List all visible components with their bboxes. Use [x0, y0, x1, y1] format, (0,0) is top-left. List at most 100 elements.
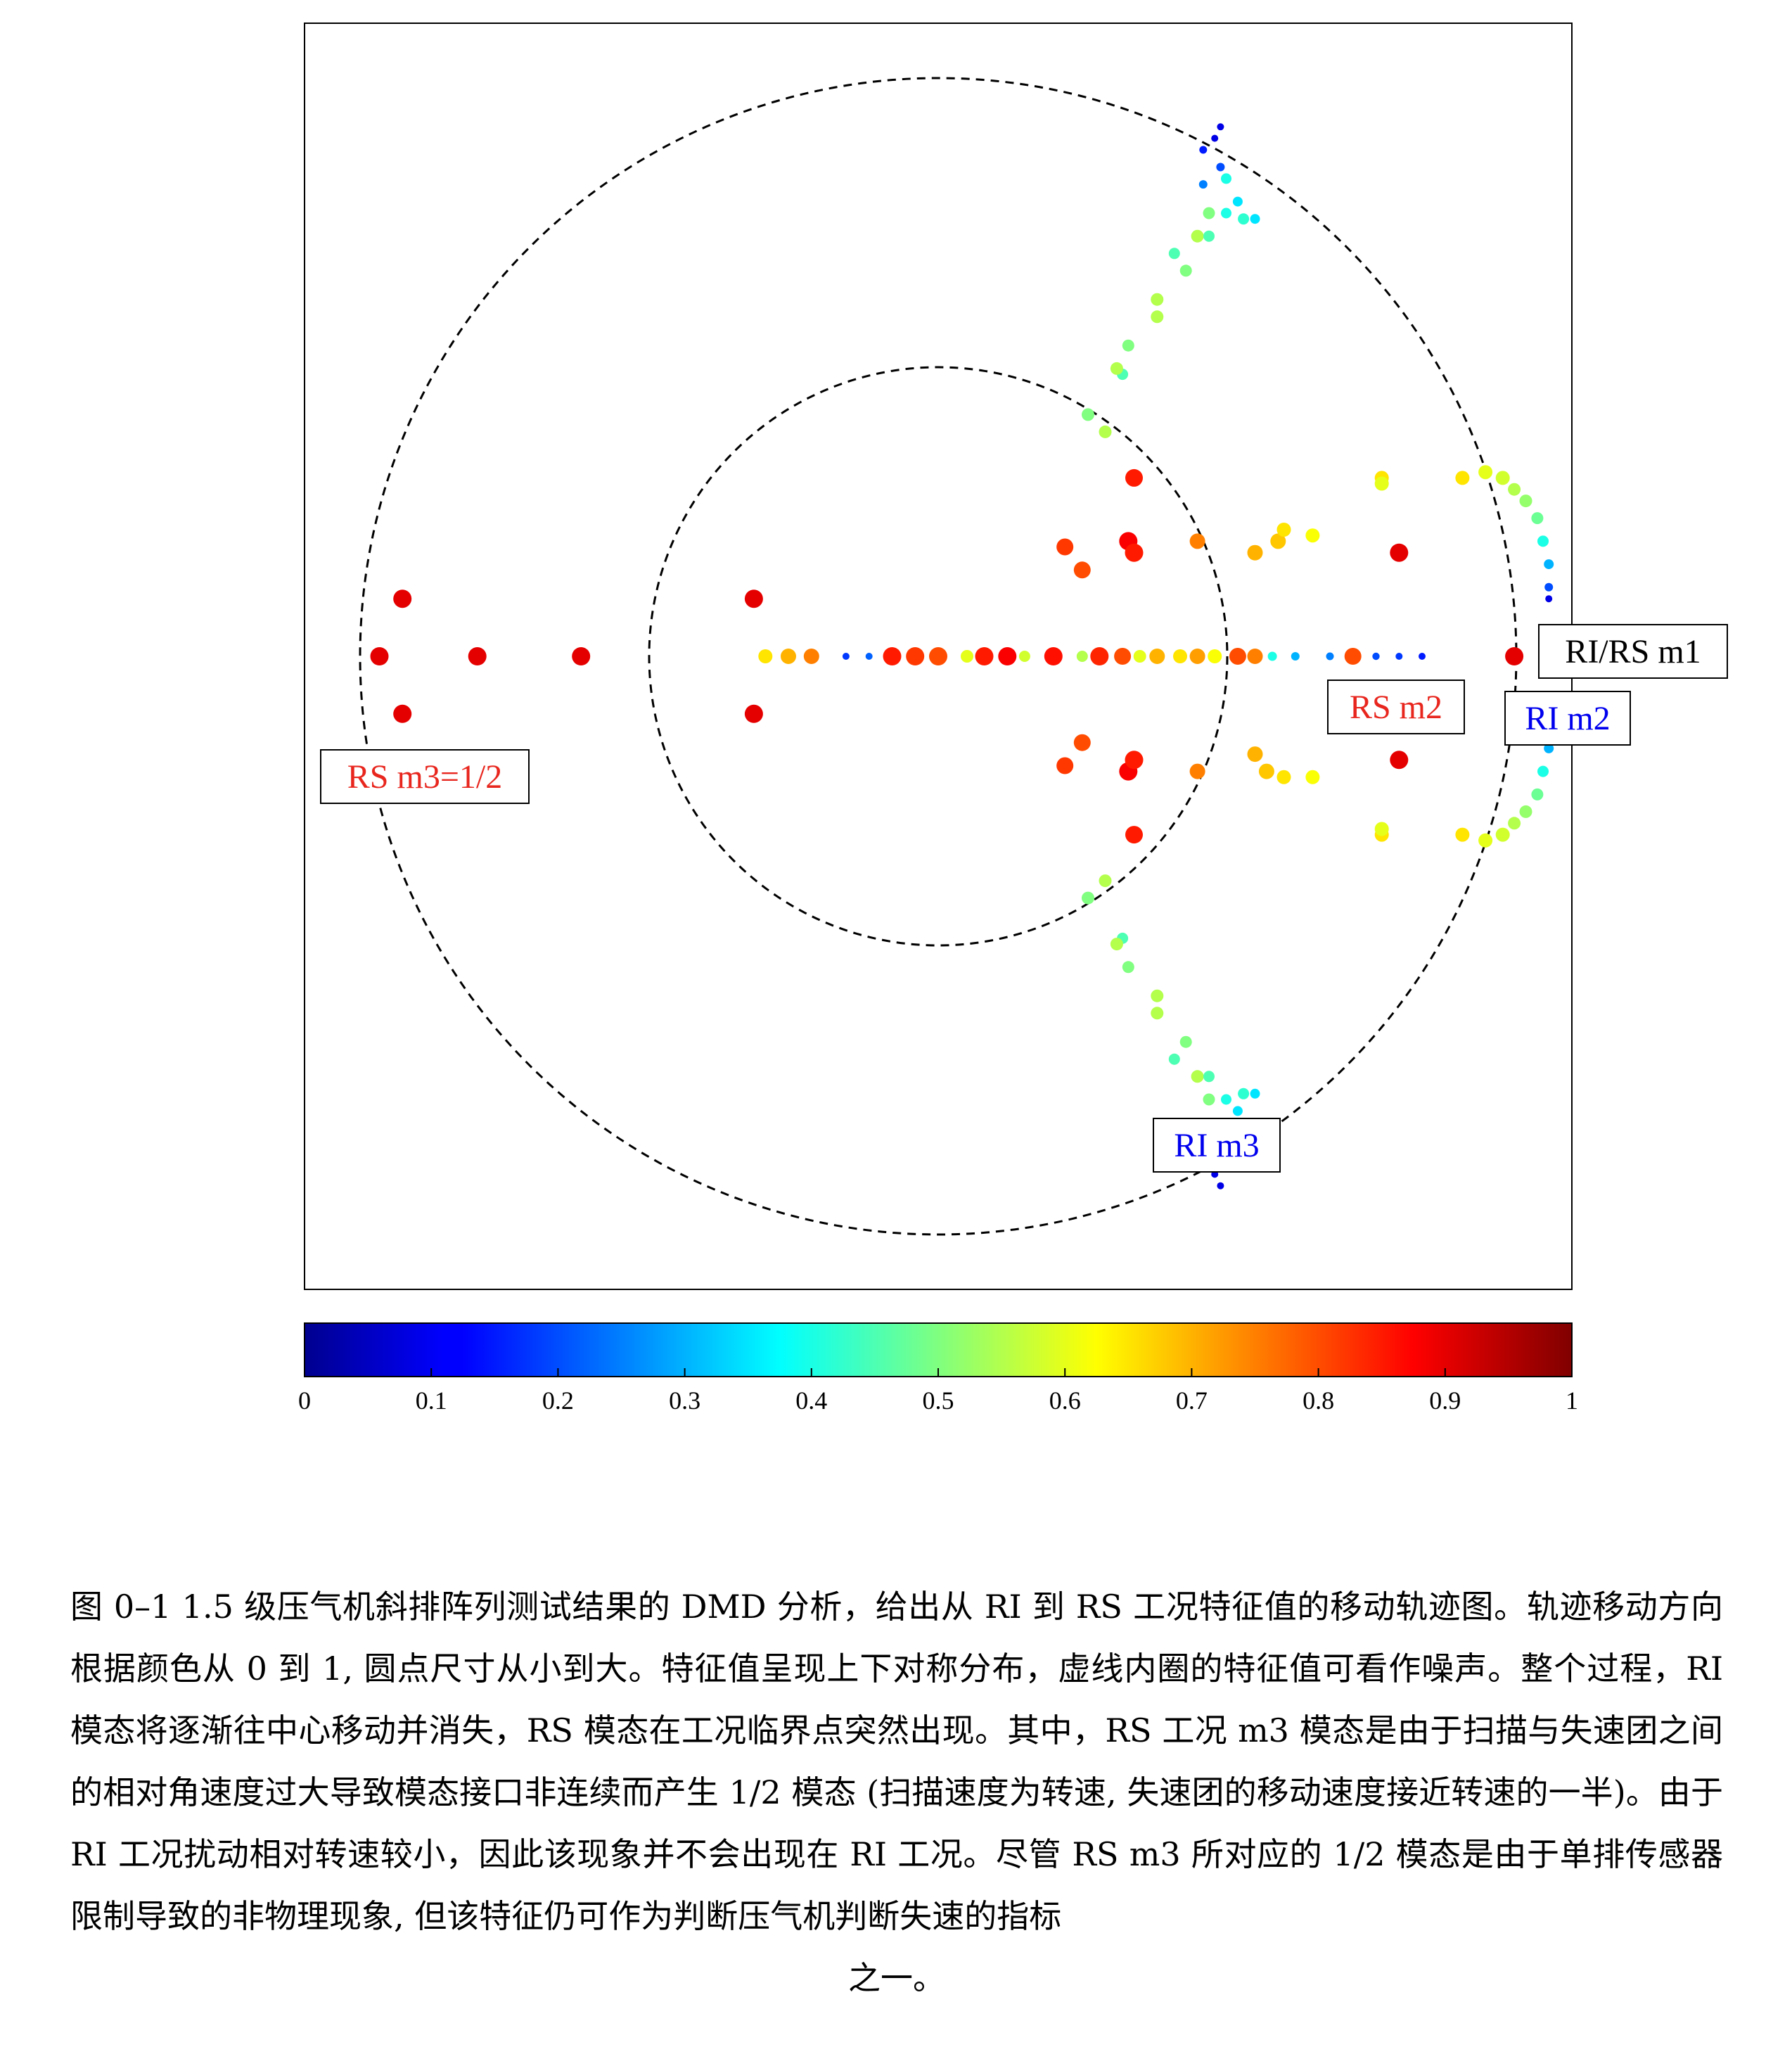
eigenvalue-point: [1149, 649, 1165, 664]
eigenvalue-point: [1151, 293, 1164, 306]
eigenvalue-point: [1519, 495, 1532, 508]
eigenvalue-point: [1495, 471, 1510, 485]
annotation-label: RS m3=1/2: [347, 758, 502, 796]
eigenvalue-point: [1258, 763, 1274, 779]
eigenvalue-point: [842, 653, 850, 660]
eigenvalue-point: [468, 647, 487, 665]
eigenvalue-point: [1276, 523, 1291, 537]
eigenvalue-point: [1125, 468, 1143, 487]
eigenvalue-point: [1545, 595, 1553, 603]
eigenvalue-point: [1478, 833, 1493, 848]
eigenvalue-point: [1247, 746, 1263, 763]
eigenvalue-point: [1267, 651, 1277, 661]
eigenvalue-point: [1191, 1070, 1204, 1083]
colorbar-tick-label: 0.7: [1176, 1386, 1208, 1415]
eigenvalue-point: [1531, 788, 1544, 800]
eigenvalue-point: [1217, 1182, 1224, 1189]
eigenvalue-point: [1390, 751, 1409, 770]
colorbar-tick-label: 0.9: [1429, 1386, 1461, 1415]
colorbar-tick-label: 0.6: [1049, 1386, 1081, 1415]
eigenvalue-point: [1151, 989, 1164, 1002]
eigenvalue-point: [1544, 743, 1554, 753]
eigenvalue-point: [1455, 471, 1470, 485]
eigenvalue-point: [1372, 652, 1380, 661]
eigenvalue-point: [1122, 339, 1134, 352]
colorbar-tick-label: 0.4: [795, 1386, 827, 1415]
annotation-box: [1504, 691, 1631, 746]
eigenvalue-point: [1099, 425, 1112, 438]
eigenvalue-point: [1305, 528, 1320, 543]
annotation-box: [1327, 680, 1465, 734]
eigenvalue-point: [1203, 1093, 1215, 1106]
eigenvalue-point: [1519, 805, 1532, 818]
eigenvalue-point: [572, 647, 591, 665]
eigenvalue-point: [1168, 1053, 1180, 1065]
eigenvalue-point: [1073, 734, 1091, 751]
eigenvalue-point: [1203, 207, 1215, 219]
eigenvalue-point: [1508, 817, 1521, 830]
colorbar-tick-label: 0.1: [416, 1386, 447, 1415]
inner-noise-circle: [648, 366, 1229, 947]
annotations: RI/RS m1 RS m2 RI m2 RS m3=1/2 RI m3: [320, 624, 1728, 1173]
colorbar-tick-label: 0.2: [542, 1386, 574, 1415]
figure-caption: 图 0–1 1.5 级压气机斜排阵列测试结果的 DMD 分析，给出从 RI 到 …: [70, 1576, 1723, 2009]
eigenvalue-point: [1390, 543, 1409, 562]
annotation-label: RI m3: [1174, 1127, 1259, 1164]
eigenvalue-point: [370, 647, 389, 665]
eigenvalue-point: [1082, 891, 1094, 905]
colorbar-ticks: 0 0.1 0.2 0.3 0.4 0.5 0.6 0.7 0.8 0.9 1: [298, 1368, 1578, 1415]
eigenvalue-point: [1344, 648, 1362, 665]
colorbar-tick-label: 0.8: [1303, 1386, 1334, 1415]
annotation-box: [320, 749, 530, 804]
eigenvalue-point: [1531, 512, 1544, 525]
eigenvalue-point: [1374, 822, 1389, 836]
eigenvalue-point: [1374, 476, 1389, 491]
eigenvalue-point: [1189, 649, 1205, 664]
eigenvalue-point: [1189, 533, 1205, 549]
dmd-eigenvalue-figure: RI/RS m1 RS m2 RI m2 RS m3=1/2 RI m3 0 0.1 0.2…: [298, 23, 1728, 1415]
eigenvalue-point: [865, 653, 873, 660]
eigenvalue-point: [1232, 196, 1243, 207]
eigenvalue-point: [1229, 648, 1246, 665]
eigenvalue-point: [1110, 362, 1123, 375]
eigenvalue-point: [1305, 770, 1320, 784]
eigenvalue-point: [1099, 874, 1112, 888]
eigenvalue-point: [1247, 649, 1263, 664]
eigenvalue-point: [1122, 961, 1134, 974]
eigenvalue-point: [1203, 230, 1215, 242]
eigenvalue-point: [1125, 543, 1144, 562]
eigenvalue-point: [1250, 214, 1260, 224]
caption-text: 图 0–1 1.5 级压气机斜排阵列测试结果的 DMD 分析，给出从 RI 到 …: [70, 1588, 1723, 1935]
eigenvalue-point: [1203, 1071, 1215, 1083]
eigenvalue-point: [1537, 535, 1549, 547]
eigenvalue-point: [1238, 1087, 1250, 1099]
eigenvalue-point: [1110, 938, 1123, 951]
eigenvalue-point: [1168, 248, 1180, 260]
eigenvalue-point: [1221, 1094, 1231, 1105]
eigenvalue-point: [393, 704, 412, 723]
eigenvalue-point: [1544, 559, 1554, 570]
eigenvalue-point: [883, 647, 902, 665]
colorbar-gradient: [304, 1322, 1573, 1377]
eigenvalue-point: [1114, 648, 1132, 665]
eigenvalue-point: [803, 649, 819, 664]
eigenvalue-point: [906, 647, 925, 665]
eigenvalue-point: [1326, 652, 1334, 661]
eigenvalue-point: [1211, 134, 1219, 142]
eigenvalue-point: [1151, 1007, 1164, 1020]
eigenvalue-point: [1198, 180, 1208, 189]
eigenvalue-point: [1216, 162, 1225, 172]
eigenvalue-point: [1125, 826, 1143, 844]
colorbar: 0 0.1 0.2 0.3 0.4 0.5 0.6 0.7 0.8 0.9 1: [298, 1322, 1578, 1415]
eigenvalue-point: [1505, 647, 1524, 665]
eigenvalue-point: [1073, 561, 1091, 579]
plot-area: [359, 77, 1554, 1236]
eigenvalue-point: [781, 649, 796, 664]
eigenvalue-point: [1291, 652, 1300, 661]
colorbar-tick-label: 0: [298, 1386, 311, 1415]
eigenvalue-point: [1208, 649, 1222, 663]
eigenvalue-point: [1270, 533, 1286, 549]
eigenvalue-point: [1544, 582, 1554, 592]
eigenvalue-point: [1537, 765, 1549, 777]
eigenvalue-point: [1221, 173, 1231, 184]
